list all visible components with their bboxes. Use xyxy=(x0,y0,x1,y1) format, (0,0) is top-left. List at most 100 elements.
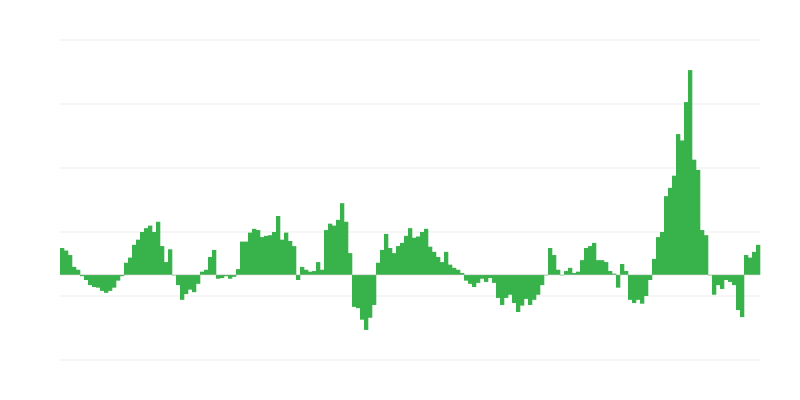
bar xyxy=(332,225,337,275)
bar xyxy=(176,274,181,286)
bar xyxy=(288,240,293,275)
bar xyxy=(96,274,101,288)
bar xyxy=(512,274,517,304)
bar xyxy=(148,225,153,275)
bar xyxy=(116,274,121,281)
bar xyxy=(672,175,677,275)
bar xyxy=(496,274,501,298)
bar xyxy=(756,244,761,275)
bar xyxy=(552,255,557,275)
bar xyxy=(440,262,445,275)
bar xyxy=(420,232,425,275)
bar xyxy=(156,221,161,275)
bar xyxy=(132,244,137,275)
bar xyxy=(468,274,473,284)
bar xyxy=(128,257,133,275)
bar xyxy=(748,257,753,275)
bar xyxy=(380,249,385,275)
bar xyxy=(184,274,189,295)
bar xyxy=(64,250,69,275)
bar xyxy=(92,274,97,288)
bar xyxy=(260,237,265,275)
bar xyxy=(700,230,705,275)
gridlines xyxy=(60,39,760,361)
bar xyxy=(732,274,737,286)
bar xyxy=(480,274,485,279)
bar xyxy=(604,262,609,275)
bar xyxy=(584,248,589,275)
bar xyxy=(268,235,273,275)
bar xyxy=(220,274,225,279)
bar xyxy=(508,274,513,295)
bar xyxy=(720,274,725,289)
bar xyxy=(704,235,709,275)
bar xyxy=(368,274,373,318)
bar xyxy=(228,274,233,279)
bar xyxy=(232,274,237,277)
bar xyxy=(596,260,601,275)
bar xyxy=(124,262,129,275)
bar xyxy=(428,246,433,275)
bar xyxy=(448,264,453,275)
bar xyxy=(180,274,185,300)
bar xyxy=(304,269,309,275)
bar xyxy=(664,196,669,275)
bar xyxy=(120,274,125,277)
bar xyxy=(572,272,577,275)
bar xyxy=(164,262,169,275)
bar xyxy=(292,246,297,275)
bar xyxy=(80,274,85,277)
bar xyxy=(384,233,389,275)
bar xyxy=(540,274,545,286)
bar xyxy=(340,203,345,275)
bar xyxy=(728,274,733,282)
bar xyxy=(88,274,93,286)
bar xyxy=(436,256,441,275)
bar xyxy=(280,239,285,275)
bar xyxy=(212,249,217,275)
bar xyxy=(656,237,661,275)
bar xyxy=(624,271,629,275)
bar xyxy=(472,274,477,288)
bar xyxy=(392,253,397,275)
bar xyxy=(520,274,525,306)
bar xyxy=(192,274,197,293)
bar xyxy=(752,251,757,275)
bar xyxy=(364,274,369,330)
bar xyxy=(688,70,693,275)
bar xyxy=(224,274,229,277)
bar xyxy=(324,230,329,275)
bar xyxy=(636,274,641,300)
bar xyxy=(644,274,649,296)
bar xyxy=(244,241,249,275)
bar xyxy=(308,271,313,275)
bar xyxy=(612,273,617,275)
bar xyxy=(536,274,541,295)
bar xyxy=(712,274,717,295)
bar xyxy=(352,274,357,307)
bar xyxy=(388,248,393,275)
bar xyxy=(404,235,409,275)
bar xyxy=(372,274,377,305)
bar xyxy=(464,274,469,281)
bar xyxy=(524,274,529,299)
bar xyxy=(744,255,749,275)
bar xyxy=(680,140,685,275)
bar xyxy=(620,264,625,275)
bar xyxy=(344,221,349,275)
bar xyxy=(100,274,105,291)
bar xyxy=(424,228,429,275)
bar xyxy=(640,274,645,304)
bar xyxy=(276,216,281,275)
bar xyxy=(248,232,253,275)
bar xyxy=(76,269,81,275)
bar xyxy=(412,237,417,275)
bars xyxy=(60,70,761,330)
bar xyxy=(140,232,145,275)
bar xyxy=(264,235,269,275)
bar xyxy=(500,274,505,305)
bar xyxy=(652,258,657,275)
bar xyxy=(532,274,537,300)
bar xyxy=(204,269,209,275)
